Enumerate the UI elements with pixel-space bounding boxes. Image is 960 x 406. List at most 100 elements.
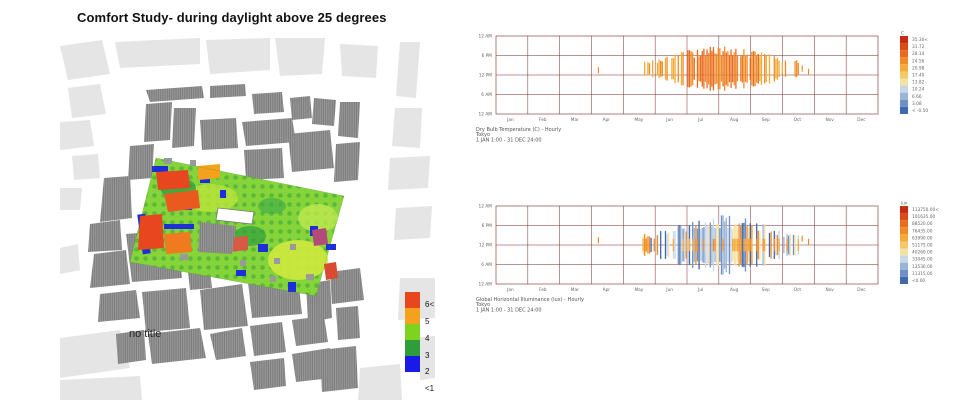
hour-mark (794, 60, 796, 77)
hour-mark (730, 226, 732, 264)
legend-swatch (900, 71, 908, 79)
legend-swatch-3 (405, 340, 420, 356)
hour-mark (738, 238, 740, 252)
legend-swatch-2 (405, 356, 420, 372)
hour-mark (744, 238, 747, 252)
hourly-marks (597, 46, 810, 91)
hour-mark (751, 238, 753, 252)
month-label: Apr (603, 287, 611, 293)
hour-mark (725, 217, 727, 273)
legend-label-3: 3 (425, 351, 430, 360)
hour-mark (716, 223, 718, 267)
hour-mark (647, 236, 649, 254)
hour-mark (648, 236, 651, 254)
ytick-label: 12 AM (479, 112, 493, 118)
hour-mark (688, 238, 691, 252)
hour-mark (650, 237, 652, 253)
hour-mark (687, 226, 689, 264)
hour-mark (732, 55, 734, 83)
comfort-grid (129, 157, 345, 297)
hour-mark (797, 238, 799, 252)
hour-mark (796, 60, 798, 78)
hour-mark (660, 60, 662, 77)
comfort-map (60, 38, 435, 400)
legend-swatch (900, 206, 908, 214)
legend-value: < -0.50 (912, 108, 928, 114)
legend-label-4: 4 (425, 334, 430, 343)
hour-mark (690, 51, 692, 87)
legend-swatch (900, 78, 908, 86)
month-label: Dec (857, 117, 866, 123)
hour-mark (717, 47, 719, 90)
legend-swatch (900, 36, 908, 44)
hour-mark (735, 238, 737, 252)
month-label: May (634, 287, 643, 293)
hour-mark (727, 50, 729, 87)
month-label: Oct (794, 117, 802, 123)
hour-mark (757, 53, 759, 84)
legend-swatch (900, 50, 908, 58)
hour-mark (685, 238, 687, 252)
hour-mark (752, 51, 755, 87)
hour-mark (701, 51, 703, 87)
hour-mark (674, 54, 676, 84)
hour-mark (719, 48, 721, 90)
hour-mark (666, 56, 668, 81)
month-label: Jan (506, 117, 514, 123)
hour-mark (696, 238, 699, 252)
hour-mark (695, 238, 697, 252)
hour-mark (664, 231, 667, 259)
ytick-label: 6 PM (482, 53, 493, 59)
hour-mark (760, 52, 763, 85)
hour-mark (696, 49, 699, 88)
illuminance-chart: 12 AM 6 PM 12 PM 6 AM 12 AM Jan Feb Mar Apr May Ju… (470, 200, 940, 350)
ytick-label: 12 AM (479, 204, 493, 210)
hour-mark (749, 57, 751, 80)
hour-mark (700, 55, 702, 82)
ytick-label: 12 PM (479, 243, 492, 249)
hour-mark (680, 226, 683, 264)
hour-mark (714, 238, 716, 252)
hour-mark (682, 52, 684, 86)
hour-mark (668, 232, 670, 258)
hour-mark (693, 57, 695, 80)
hour-mark (764, 54, 766, 84)
hour-mark (749, 238, 751, 252)
hour-mark (740, 238, 742, 252)
hour-mark (716, 53, 718, 84)
hour-mark (781, 62, 783, 75)
hour-mark (770, 231, 772, 259)
hour-mark (661, 61, 663, 77)
hour-mark (684, 228, 686, 262)
hour-mark (748, 238, 750, 252)
month-label: Jun (665, 287, 673, 293)
legend-swatch (900, 269, 908, 277)
hour-mark (792, 234, 795, 256)
hour-mark (775, 234, 777, 256)
hour-mark (730, 49, 732, 89)
legend-swatch (900, 255, 908, 263)
hour-mark (773, 56, 775, 82)
legend-label-5: 5 (425, 317, 430, 326)
hour-mark (644, 61, 646, 76)
hour-mark (717, 223, 719, 267)
legend-swatch (900, 99, 908, 107)
hour-mark (656, 235, 659, 255)
hour-mark (746, 224, 748, 266)
hour-mark (655, 235, 657, 255)
dry-bulb-chart: 12 AM 6 PM 12 PM 6 AM 12 AM Jan Feb Mar Apr May Ju… (470, 30, 940, 180)
hour-mark (597, 237, 600, 244)
hour-mark (652, 60, 654, 78)
hour-mark (733, 238, 735, 252)
month-label: Aug (730, 117, 739, 123)
hour-mark (722, 51, 724, 87)
hour-mark (757, 230, 759, 260)
legend-value: 6.66 (912, 94, 922, 100)
hour-mark (677, 55, 679, 83)
hour-mark (764, 238, 766, 252)
hour-mark (756, 238, 758, 252)
legend-value: 24.56 (912, 58, 925, 64)
hour-mark (709, 222, 711, 268)
hour-mark (807, 68, 810, 75)
hour-mark (720, 215, 723, 275)
